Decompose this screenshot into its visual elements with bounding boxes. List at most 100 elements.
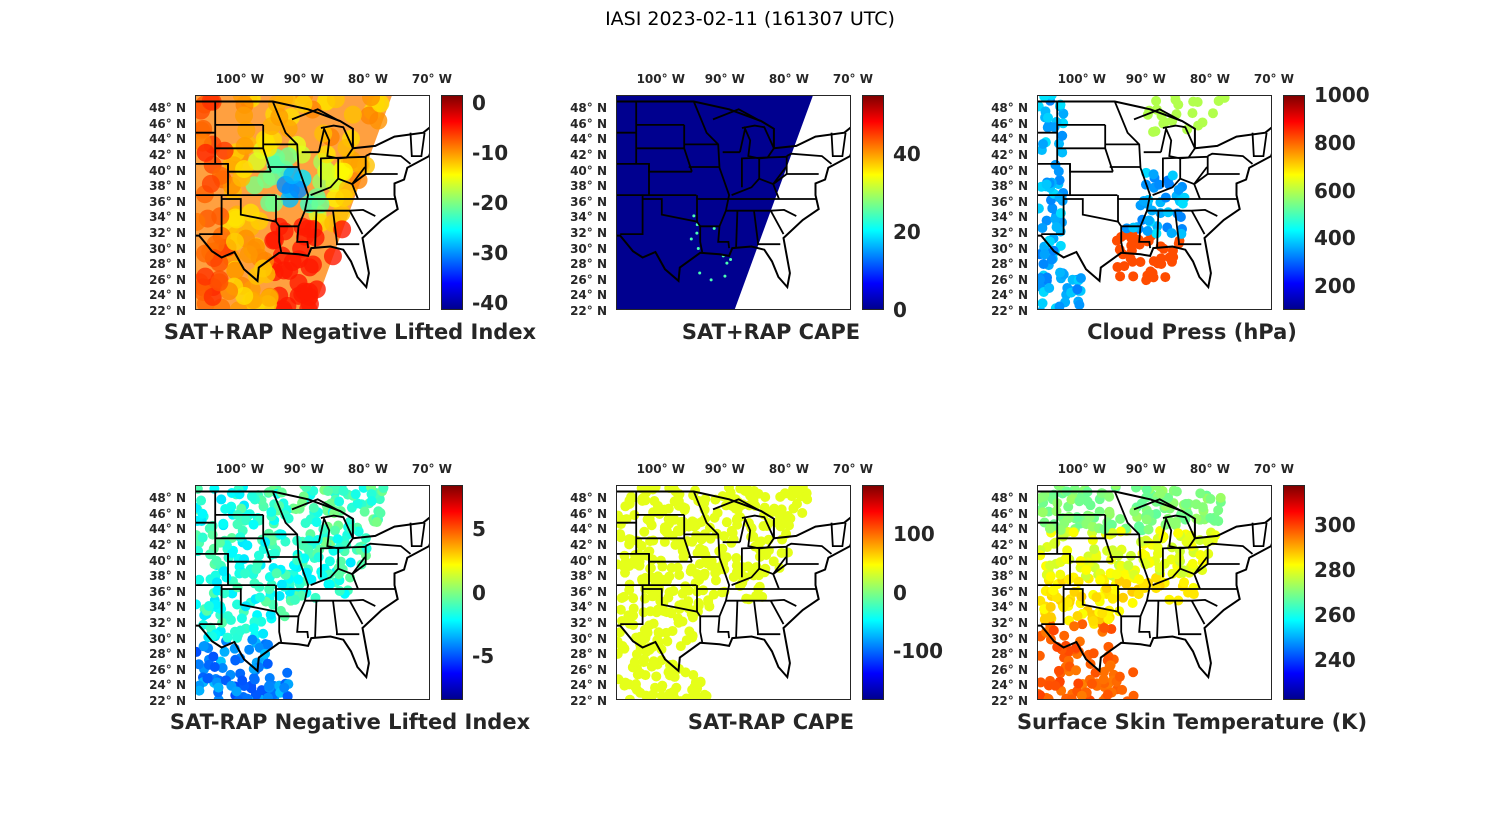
data-point — [257, 170, 276, 189]
data-point — [1152, 542, 1163, 553]
colorbar — [441, 485, 463, 700]
colorbar-tick-label: 0 — [472, 90, 486, 115]
data-point — [696, 247, 700, 251]
lat-tick-label: 40° N — [149, 553, 186, 568]
data-point — [274, 261, 293, 280]
data-point — [1134, 574, 1145, 585]
data-point — [1062, 545, 1073, 556]
state-border — [692, 101, 731, 249]
lat-tick-label: 40° N — [991, 163, 1028, 178]
state-border — [1156, 210, 1160, 248]
data-point — [1088, 616, 1099, 627]
data-point — [203, 287, 222, 306]
data-point — [1055, 267, 1066, 278]
lat-tick-label: 36° N — [570, 194, 607, 209]
colorbar-tick-label: 200 — [1314, 274, 1356, 299]
colorbar-tick-label: -5 — [472, 643, 495, 668]
data-point — [260, 288, 279, 307]
state-border — [1063, 585, 1119, 613]
data-point — [360, 533, 371, 544]
state-border — [348, 210, 364, 235]
data-point — [637, 641, 648, 652]
data-point — [1048, 585, 1059, 596]
data-point — [1156, 258, 1167, 269]
data-point — [1207, 108, 1218, 119]
lat-tick-label: 40° N — [570, 553, 607, 568]
lat-tick-label: 44° N — [570, 132, 607, 147]
data-point — [659, 536, 670, 547]
state-border — [318, 514, 354, 550]
data-point — [1160, 192, 1171, 203]
coastline — [196, 490, 429, 680]
data-point — [1045, 601, 1056, 612]
state-border — [332, 600, 360, 636]
data-point — [1177, 198, 1188, 209]
data-point — [692, 214, 696, 218]
data-point — [1115, 513, 1126, 524]
data-point — [210, 273, 229, 292]
data-point — [1163, 492, 1174, 503]
data-point — [1111, 486, 1121, 490]
data-point — [1118, 592, 1129, 603]
panel-title: Cloud Press (hPa) — [1087, 320, 1297, 344]
state-border — [1113, 101, 1152, 249]
data-point — [1086, 678, 1097, 689]
data-point — [657, 561, 668, 572]
lon-tick-label: 70° W — [411, 72, 452, 86]
lat-tick-label: 36° N — [991, 584, 1028, 599]
data-point — [235, 106, 254, 125]
lon-tick-label: 100° W — [215, 462, 265, 476]
lat-tick-label: 28° N — [149, 257, 186, 272]
data-point — [248, 623, 259, 634]
colorbar-tick-label: -20 — [472, 190, 509, 215]
state-border — [1156, 600, 1160, 638]
data-point — [1179, 577, 1190, 588]
data-point — [279, 682, 290, 693]
data-point — [220, 503, 231, 514]
data-point — [231, 686, 242, 697]
data-point — [658, 575, 669, 586]
colorbar-tick-label: 100 — [893, 522, 935, 547]
data-point — [647, 591, 658, 602]
data-point — [1128, 690, 1139, 699]
data-point — [645, 606, 656, 617]
lat-tick-label: 46° N — [991, 116, 1028, 131]
data-point — [248, 673, 259, 684]
data-point — [219, 646, 230, 657]
data-point — [308, 502, 319, 513]
data-point — [1181, 536, 1192, 547]
lat-tick-label: 26° N — [991, 662, 1028, 677]
data-point — [1180, 498, 1191, 509]
state-border — [735, 210, 739, 248]
data-point — [1195, 488, 1206, 499]
data-point — [1063, 513, 1074, 524]
state-border — [1160, 514, 1196, 550]
lat-tick-label: 22° N — [149, 694, 186, 709]
lon-tick-label: 90° W — [704, 462, 745, 476]
lat-tick-label: 24° N — [991, 678, 1028, 693]
data-point — [725, 261, 729, 265]
data-point — [350, 489, 361, 500]
data-point — [324, 579, 335, 590]
lat-tick-label: 30° N — [149, 241, 186, 256]
coastline — [196, 100, 429, 290]
lon-tick-label: 100° W — [215, 72, 265, 86]
data-point — [242, 540, 253, 551]
state-border — [1160, 124, 1196, 160]
data-point — [196, 143, 215, 162]
data-point — [1195, 549, 1206, 560]
state-border — [731, 556, 787, 586]
data-point — [232, 519, 243, 530]
data-point — [687, 536, 698, 547]
data-point — [274, 591, 285, 602]
data-point — [196, 486, 203, 494]
figure-title: IASI 2023-02-11 (161307 UTC) — [605, 8, 895, 30]
data-point — [653, 627, 664, 638]
data-point — [226, 487, 237, 498]
data-point — [1103, 614, 1114, 625]
data-point — [343, 105, 362, 124]
data-point — [330, 486, 341, 495]
data-point — [1091, 592, 1102, 603]
data-point — [1039, 96, 1050, 102]
lon-tick-label: 100° W — [1057, 462, 1107, 476]
